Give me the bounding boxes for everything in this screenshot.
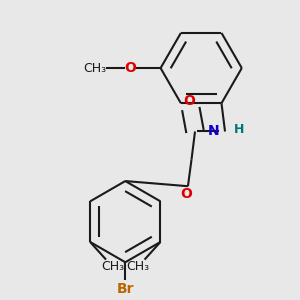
Text: CH₃: CH₃ bbox=[126, 260, 149, 273]
Text: O: O bbox=[183, 94, 195, 108]
Text: CH₃: CH₃ bbox=[84, 61, 107, 75]
Text: CH₃: CH₃ bbox=[101, 260, 124, 273]
Text: H: H bbox=[234, 123, 244, 136]
Text: O: O bbox=[124, 61, 136, 75]
Text: N: N bbox=[208, 124, 220, 139]
Text: Br: Br bbox=[116, 282, 134, 296]
Text: O: O bbox=[180, 187, 192, 201]
